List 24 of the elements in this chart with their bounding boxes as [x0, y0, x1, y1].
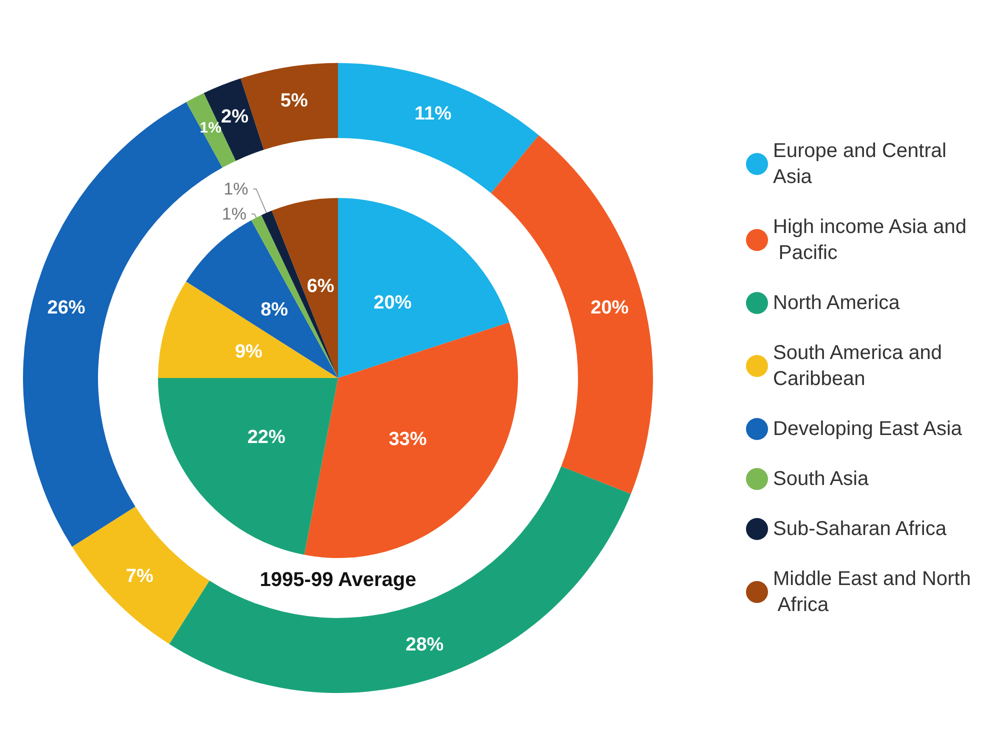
data-label: 5% [280, 90, 308, 112]
text: 1995-99 Average [260, 569, 416, 591]
data-label: 33% [388, 429, 427, 450]
legend-label: South Asia [773, 468, 870, 490]
data-label: 20% [374, 292, 412, 314]
legend-label: Sub-Saharan Africa [773, 518, 948, 540]
data-label: 22% [247, 426, 286, 448]
legend-label: North America [773, 292, 901, 314]
legend-label: Middle East and North Africa [773, 568, 971, 616]
legend-label: Developing East Asia [773, 418, 963, 440]
data-label: 2% [221, 106, 249, 128]
legend-label: Europe and Central Asia [773, 140, 952, 188]
data-label: 26% [47, 298, 86, 319]
legend-label: High income Asia and Pacific [773, 216, 966, 264]
data-label: 28% [406, 634, 444, 656]
data-label: 6% [306, 276, 334, 298]
data-label: 7% [126, 566, 154, 587]
data-label: 1% [224, 179, 248, 198]
data-label: 11% [414, 104, 452, 125]
data-label: 9% [234, 342, 263, 363]
data-label: 1% [222, 204, 246, 224]
legend-label: South America and Caribbean [773, 342, 948, 390]
data-label: 8% [260, 300, 288, 321]
data-label: 20% [590, 298, 629, 319]
